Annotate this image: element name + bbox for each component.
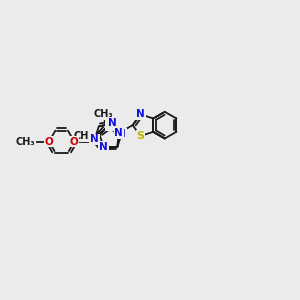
Text: N: N	[117, 129, 126, 139]
Text: S: S	[136, 131, 145, 141]
Text: O: O	[45, 136, 53, 147]
Text: CH₃: CH₃	[94, 109, 113, 119]
Text: N: N	[136, 109, 145, 119]
Text: N: N	[108, 118, 117, 128]
Text: N: N	[99, 142, 108, 152]
Text: N: N	[106, 121, 115, 130]
Text: CH₃: CH₃	[74, 131, 93, 141]
Text: N: N	[115, 128, 123, 138]
Text: N: N	[90, 134, 99, 145]
Text: CH₃: CH₃	[16, 136, 35, 147]
Text: O: O	[70, 136, 79, 147]
